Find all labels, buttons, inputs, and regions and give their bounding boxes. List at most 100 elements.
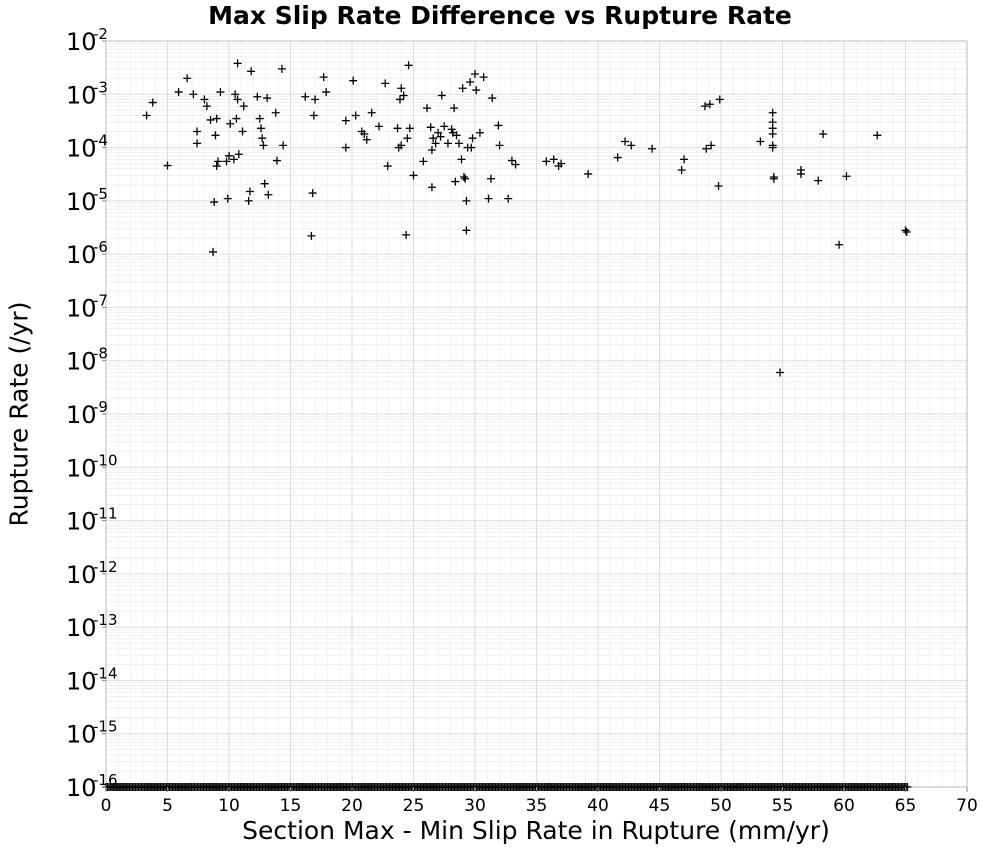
- x-tick-label: 15: [280, 796, 302, 816]
- data-point: [627, 141, 636, 150]
- data-point: [680, 155, 689, 164]
- data-point: [714, 182, 723, 191]
- data-point: [189, 90, 198, 99]
- data-point: [419, 157, 428, 166]
- data-point: [258, 134, 267, 143]
- x-tick-label: 10: [218, 796, 240, 816]
- data-point: [253, 92, 262, 101]
- data-point: [405, 124, 414, 133]
- y-tick-base: 10: [66, 614, 97, 642]
- data-point: [457, 155, 466, 164]
- y-tick-exponent: -4: [93, 132, 108, 150]
- data-point: [756, 137, 765, 146]
- data-point: [403, 134, 412, 143]
- data-point: [450, 104, 459, 113]
- data-point: [452, 131, 461, 140]
- data-point: [467, 143, 476, 152]
- data-point: [455, 139, 464, 148]
- y-tick-exponent: -6: [93, 238, 108, 256]
- data-point: [431, 139, 440, 148]
- data-point: [319, 73, 328, 82]
- x-tick-label: 50: [710, 796, 732, 816]
- y-tick-base: 10: [66, 667, 97, 695]
- data-point: [472, 86, 481, 95]
- data-point: [768, 108, 777, 117]
- data-point: [341, 116, 350, 125]
- data-point: [466, 78, 475, 87]
- y-tick-base: 10: [66, 188, 97, 216]
- data-point: [193, 127, 202, 136]
- data-point: [148, 98, 157, 107]
- x-tick-label: 40: [587, 796, 609, 816]
- data-point: [436, 132, 445, 141]
- data-point: [244, 196, 253, 205]
- data-point: [231, 90, 240, 99]
- y-tick-exponent: -3: [93, 78, 108, 96]
- y-tick-base: 10: [66, 561, 97, 589]
- data-point: [648, 144, 657, 153]
- data-point: [393, 124, 402, 133]
- data-point: [229, 155, 238, 164]
- data-point: [234, 150, 243, 159]
- y-tick-exponent: -11: [93, 505, 118, 523]
- data-point: [873, 131, 882, 140]
- data-point: [232, 114, 241, 123]
- y-tick-exponent: -15: [93, 718, 118, 736]
- x-tick-label: 55: [772, 796, 794, 816]
- data-point: [183, 74, 192, 83]
- y-tick-exponent: -9: [93, 398, 108, 416]
- data-point: [226, 119, 235, 128]
- data-point: [769, 174, 778, 183]
- data-point: [504, 194, 513, 203]
- data-point: [404, 61, 413, 70]
- data-point: [271, 108, 280, 117]
- data-point: [301, 92, 310, 101]
- y-axis-ticks: 10-210-310-410-510-610-710-810-910-1010-…: [66, 25, 118, 802]
- data-point: [471, 70, 479, 79]
- y-tick-exponent: -5: [93, 185, 108, 203]
- data-point: [462, 226, 471, 235]
- data-point: [308, 189, 317, 198]
- data-point: [447, 125, 456, 134]
- data-point: [351, 111, 360, 120]
- data-point: [409, 171, 418, 180]
- y-tick-exponent: -12: [93, 558, 118, 576]
- data-point: [222, 157, 231, 166]
- y-tick-exponent: -10: [93, 451, 118, 469]
- data-point: [423, 104, 432, 113]
- data-point: [247, 67, 256, 76]
- data-point: [163, 161, 172, 170]
- data-point: [451, 177, 460, 186]
- data-point: [399, 91, 408, 100]
- y-tick-base: 10: [66, 774, 97, 802]
- x-tick-label: 65: [895, 796, 917, 816]
- data-point: [233, 59, 242, 68]
- data-point: [426, 123, 435, 132]
- data-point: [768, 129, 777, 138]
- data-point: [202, 102, 211, 111]
- x-tick-label: 35: [526, 796, 548, 816]
- data-point: [440, 122, 449, 131]
- y-tick-base: 10: [66, 348, 97, 376]
- data-point: [193, 139, 202, 148]
- y-tick-base: 10: [66, 401, 97, 429]
- data-point: [238, 127, 247, 136]
- y-tick-base: 10: [66, 241, 97, 269]
- data-point: [216, 88, 225, 97]
- data-point: [459, 173, 468, 182]
- data-point: [705, 100, 714, 109]
- data-point: [395, 95, 404, 104]
- data-point: [200, 95, 209, 104]
- y-tick-base: 10: [66, 294, 97, 322]
- data-point: [437, 91, 446, 100]
- data-point: [211, 131, 220, 140]
- y-tick-base: 10: [66, 28, 97, 56]
- data-point: [381, 79, 390, 88]
- data-point: [902, 228, 911, 237]
- data-point: [239, 102, 248, 111]
- data-point: [362, 135, 371, 144]
- data-point: [397, 141, 406, 150]
- data-point: [212, 162, 221, 171]
- data-point: [776, 368, 785, 377]
